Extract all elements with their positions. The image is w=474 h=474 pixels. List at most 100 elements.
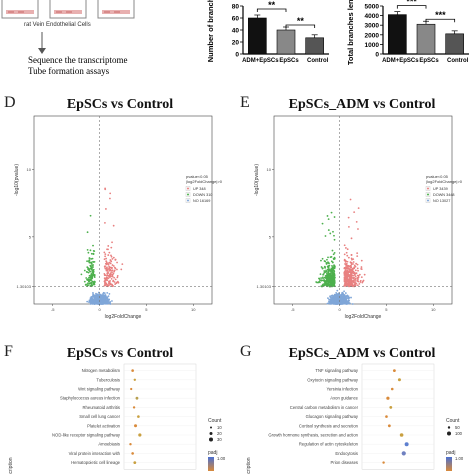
point-up [354, 265, 357, 268]
point-no [348, 301, 350, 304]
go-dot-plot-g: TNF signaling pathway Oxytocin signaling … [246, 363, 464, 474]
point-no [92, 302, 95, 305]
point-down [92, 249, 95, 252]
point-no [346, 300, 349, 303]
y-tick-label: 0 [375, 52, 379, 59]
point-down [320, 277, 322, 279]
point-down [93, 276, 96, 279]
point-up [350, 284, 353, 287]
point-up [113, 276, 116, 279]
legend-swatch [187, 193, 189, 196]
volcano-plot-d: -5 0 5 10 1.30103 5 10 log2FoldChange -log10(pva… [14, 115, 223, 320]
point-down [323, 280, 326, 283]
point-up [344, 269, 347, 272]
significance-label: ** [268, 0, 276, 10]
point-up [346, 267, 349, 270]
term-label: Endocytosis [335, 451, 358, 456]
term-label: Yersinia infection [326, 387, 358, 392]
point-no [341, 298, 344, 301]
y-axis-label: -log10(pvalue) [254, 164, 260, 196]
point-down [329, 272, 332, 274]
point-down [86, 266, 89, 269]
point-up [357, 228, 359, 230]
term-dot [387, 424, 391, 428]
point-no [330, 294, 333, 297]
point-down [331, 269, 333, 272]
legend-title-pvalue: pvalue<0.05 [426, 174, 449, 179]
point-no [335, 291, 338, 294]
count-legend-dot [209, 437, 213, 442]
point-up [112, 224, 115, 227]
point-up [349, 279, 352, 281]
point-up [114, 258, 117, 261]
point-up [103, 274, 106, 277]
point-no [89, 297, 92, 300]
term-label: NOD-like receptor signaling pathway [52, 433, 121, 438]
point-up [361, 281, 364, 284]
point-up [117, 281, 120, 284]
term-dot [399, 433, 404, 437]
legend-swatch [427, 187, 429, 190]
y-axis-label: Total branches leng [346, 0, 355, 65]
significance-label: *** [435, 10, 446, 20]
point-down [326, 280, 329, 283]
point-up [114, 267, 117, 270]
point-up [110, 277, 113, 280]
point-down [90, 262, 93, 265]
point-up [104, 221, 106, 224]
point-up [106, 274, 108, 277]
term-label: Viral protein interaction with [69, 451, 121, 456]
legend-swatch [187, 199, 189, 202]
point-no [91, 297, 94, 300]
point-up [354, 272, 357, 275]
point-down [88, 280, 90, 283]
point-no [101, 295, 103, 298]
point-up [357, 207, 360, 210]
panel-g-title: EpSCs_ADM vs Control [288, 346, 436, 361]
point-down [317, 281, 320, 284]
point-up [351, 280, 354, 283]
point-down [331, 283, 333, 285]
significance-bracket [285, 24, 316, 28]
point-down [324, 274, 327, 277]
points-group [315, 198, 366, 305]
point-down [91, 257, 94, 260]
point-no [331, 296, 334, 299]
point-up [108, 267, 111, 270]
panel-letter-f: F [4, 343, 13, 360]
point-down [329, 232, 332, 235]
point-no [91, 300, 94, 303]
term-dot [404, 442, 409, 447]
x-tick-label: 5 [145, 307, 148, 312]
point-up [354, 282, 357, 284]
point-no [335, 303, 338, 305]
term-label: Growth hormone synthesis, secretion and … [268, 433, 358, 438]
count-legend-dot [447, 431, 451, 436]
point-down [89, 264, 92, 267]
point-up [350, 272, 353, 274]
point-up [103, 272, 106, 275]
term-label: Nitrogen metabolism [82, 368, 121, 373]
point-down [326, 262, 328, 265]
point-up [105, 267, 107, 270]
y-tick-label: 10 [27, 167, 32, 172]
point-down [319, 273, 322, 276]
point-up [360, 259, 363, 262]
point-no [336, 289, 339, 292]
point-no [332, 301, 335, 304]
point-down [330, 260, 333, 263]
point-down [90, 258, 93, 260]
point-up [107, 262, 110, 265]
term-label: Platelet activation [87, 423, 120, 428]
point-no [93, 298, 96, 301]
point-up [350, 266, 353, 269]
point-up [112, 265, 115, 267]
y-axis-label: -log10(pvalue) [14, 164, 20, 196]
point-no [342, 293, 345, 296]
point-no [97, 303, 100, 305]
term-dot [390, 387, 394, 391]
point-no [96, 294, 99, 297]
term-label: TNF signaling pathway [315, 368, 358, 373]
point-up [105, 278, 108, 280]
point-no [339, 301, 342, 303]
